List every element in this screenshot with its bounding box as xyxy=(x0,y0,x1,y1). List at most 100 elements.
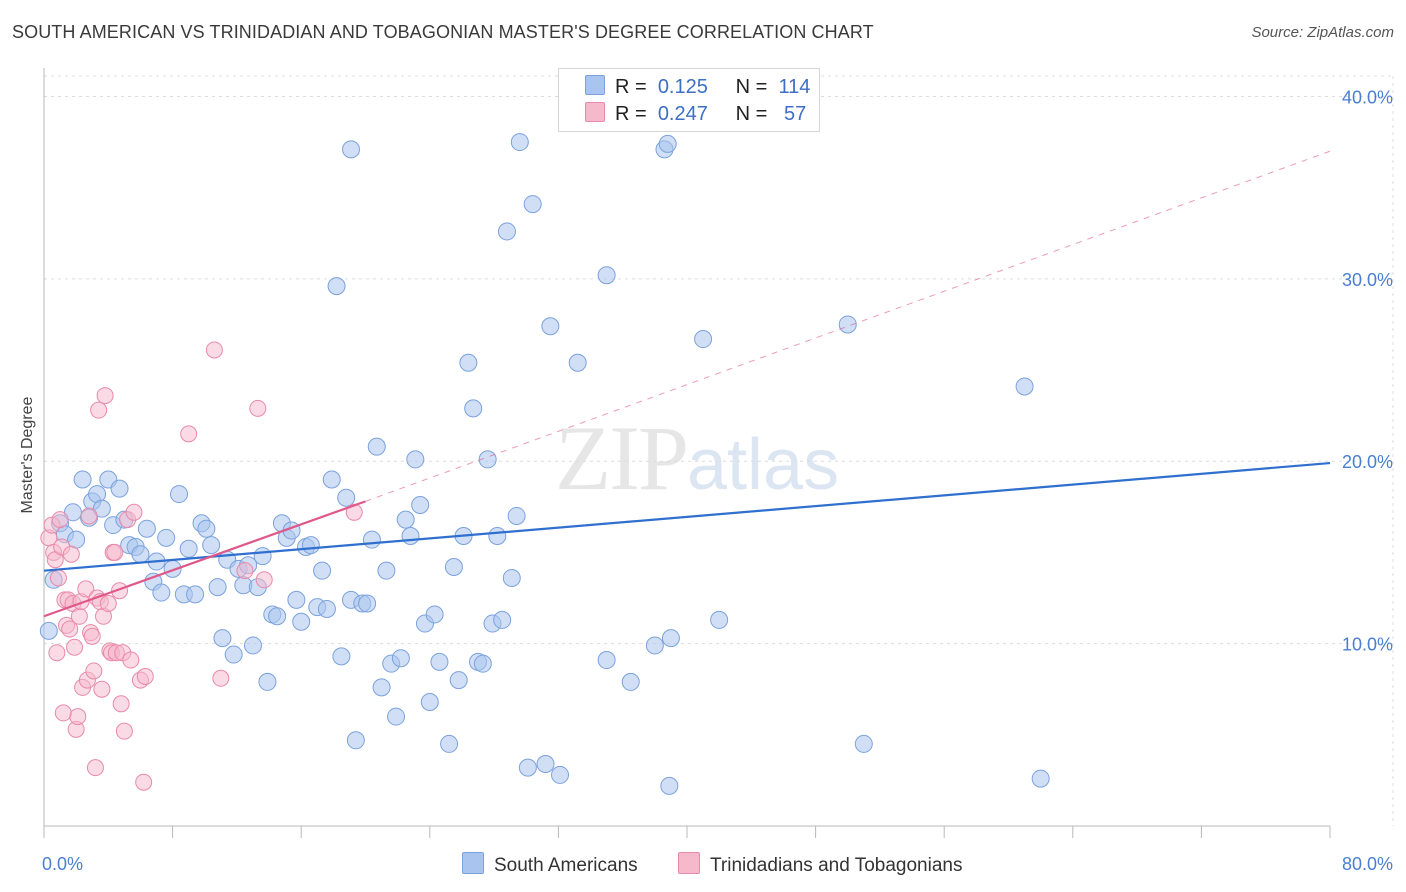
trinidadian-point xyxy=(83,627,101,645)
south-american-point xyxy=(464,399,483,418)
trinidadian-point xyxy=(86,759,104,777)
trinidadian-point xyxy=(122,651,140,669)
bottom-legend-south-american: South Americans xyxy=(462,852,638,877)
trinidadian-trendline-extension xyxy=(365,150,1331,502)
south-american-point xyxy=(661,629,680,648)
y-tick-label: 40.0% xyxy=(1342,87,1393,107)
south-american-point xyxy=(377,561,396,580)
south-american-point xyxy=(510,133,529,152)
south-american-point xyxy=(367,437,386,456)
south-american-point xyxy=(301,536,320,555)
south-american-point xyxy=(322,470,341,489)
south-american-point xyxy=(292,612,311,631)
legend-r-value: 0.125 xyxy=(657,76,708,98)
zipatlas-watermark: ZIPatlas xyxy=(555,405,839,511)
south-american-trendline xyxy=(43,461,1331,572)
south-american-point xyxy=(523,195,542,214)
south-american-point xyxy=(1015,377,1034,396)
south-american-point xyxy=(396,510,415,529)
south-american-point xyxy=(387,707,406,726)
trinidadian-point xyxy=(70,607,88,625)
legend-n-value: 57 xyxy=(784,103,807,125)
south-american-point xyxy=(213,629,232,648)
south-american-point xyxy=(551,765,570,784)
south-american-point xyxy=(358,594,377,613)
trinidadian-point xyxy=(180,425,198,443)
trinidadian-point xyxy=(54,704,72,722)
legend-r-label: R = xyxy=(615,76,647,98)
south-american-point xyxy=(658,134,677,153)
trinidadian-point xyxy=(62,545,80,563)
x-tick-label-min: 0.0% xyxy=(42,854,83,874)
south-american-point xyxy=(597,651,616,670)
trinidadian-point xyxy=(125,503,143,521)
trinidadian-point xyxy=(61,620,79,638)
south-american-point xyxy=(202,536,221,555)
south-american-point xyxy=(332,647,351,666)
correlation-legend: R = 0.125 N = 114 R = 0.247 N = 57 xyxy=(558,68,820,132)
trinidadian-point xyxy=(77,580,95,598)
trinidadian-point xyxy=(99,594,117,612)
south-american-point xyxy=(110,479,129,498)
south-american-point xyxy=(137,519,156,538)
south-american-point xyxy=(459,353,478,372)
south-american-point xyxy=(621,672,640,691)
watermark-zip: ZIP xyxy=(555,407,689,509)
legend-r-label: R = xyxy=(615,103,647,125)
trinidadian-point xyxy=(255,571,273,589)
south-american-point xyxy=(597,266,616,285)
trinidadian-point xyxy=(48,644,66,662)
south-american-point xyxy=(568,353,587,372)
south-american-point xyxy=(645,636,664,655)
trinidadian-point xyxy=(80,507,98,525)
legend-n-value: 114 xyxy=(778,76,811,98)
south-american-point xyxy=(541,317,560,336)
south-american-point xyxy=(444,558,463,577)
south-american-point xyxy=(507,506,526,525)
trinidadian-point xyxy=(90,401,108,419)
south-american-point xyxy=(1031,769,1050,788)
trinidadian-point xyxy=(93,680,111,698)
chart-title: SOUTH AMERICAN VS TRINIDADIAN AND TOBAGO… xyxy=(12,22,874,42)
legend-swatch-pink xyxy=(585,102,605,122)
y-axis-label: Master's Degree xyxy=(19,396,36,514)
south-american-point xyxy=(838,315,857,334)
south-american-point xyxy=(362,530,381,549)
south-american-point xyxy=(694,330,713,349)
trinidadian-point xyxy=(51,511,69,529)
south-american-point xyxy=(536,754,555,773)
trinidadian-point xyxy=(249,399,267,417)
south-american-point xyxy=(73,470,92,489)
south-american-point xyxy=(420,692,439,711)
trinidadian-point xyxy=(205,341,223,359)
south-american-point xyxy=(342,140,361,159)
south-american-point xyxy=(518,758,537,777)
bottom-legend-trinidadian: Trinidadians and Tobagonians xyxy=(678,852,962,877)
south-american-point xyxy=(497,222,516,241)
y-tick-label: 10.0% xyxy=(1342,635,1393,655)
bottom-legend-label: South Americans xyxy=(494,855,638,876)
south-american-point xyxy=(430,652,449,671)
x-tick-label-max: 80.0% xyxy=(1342,854,1393,874)
south-american-point xyxy=(208,578,227,597)
south-american-point xyxy=(258,672,277,691)
y-tick-label: 30.0% xyxy=(1342,270,1393,290)
south-american-point xyxy=(243,636,262,655)
south-american-point xyxy=(327,277,346,296)
trinidadian-point xyxy=(106,543,124,561)
trinidadian-point xyxy=(115,722,133,740)
south-american-point xyxy=(372,678,391,697)
south-american-point xyxy=(660,776,679,795)
south-american-point xyxy=(440,734,459,753)
trinidadian-point xyxy=(85,662,103,680)
south-american-point xyxy=(337,488,356,507)
trinidadian-point xyxy=(69,708,87,726)
trinidadian-point xyxy=(112,695,130,713)
south-american-point xyxy=(152,583,171,602)
south-american-point xyxy=(473,654,492,673)
south-american-point xyxy=(710,610,729,629)
legend-n-label: N = xyxy=(735,76,768,98)
south-american-point xyxy=(197,519,216,538)
trinidadian-point xyxy=(136,667,154,685)
